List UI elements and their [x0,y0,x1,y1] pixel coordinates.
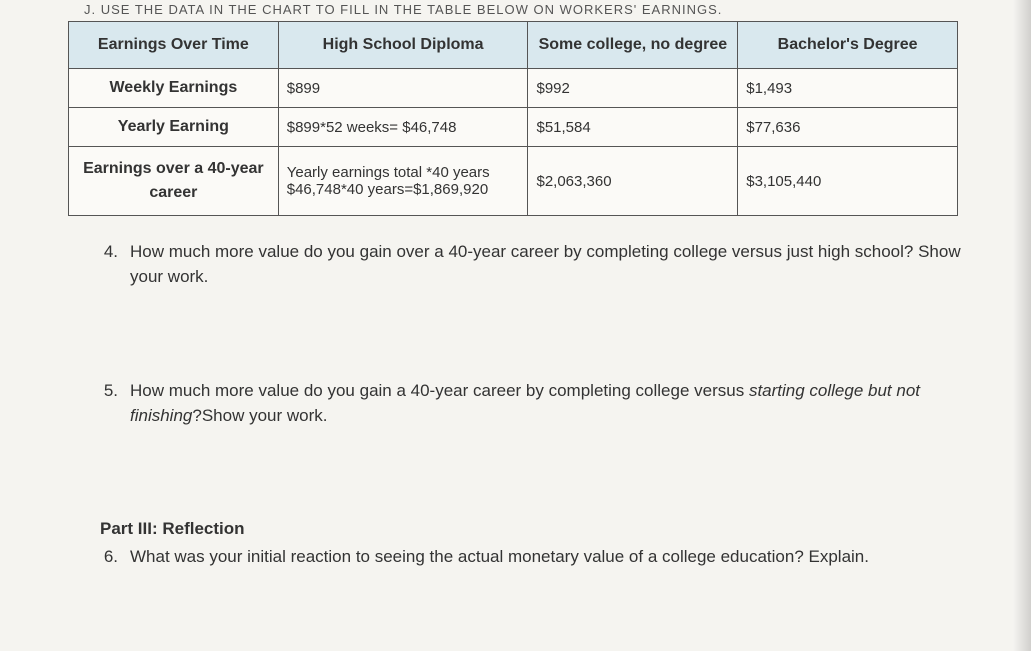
earnings-table: Earnings Over Time High School Diploma S… [68,21,958,216]
cell-yearly-hs: $899*52 weeks= $46,748 [278,108,528,147]
row-label-weekly: Weekly Earnings [69,69,279,108]
question-6: 6. What was your initial reaction to see… [100,545,983,570]
question-text: How much more value do you gain a 40-yea… [130,379,983,428]
question-4: 4. How much more value do you gain over … [100,240,983,289]
instruction-cutoff: J. USE THE DATA IN THE CHART TO FILL IN … [60,0,1003,21]
question-text: How much more value do you gain over a 4… [130,240,983,289]
col-header-some-college: Some college, no degree [528,22,738,69]
q5-text-b: ?Show your work. [192,406,327,425]
table-row: Earnings over a 40-year career Yearly ea… [69,147,958,216]
cell-weekly-some: $992 [528,69,738,108]
cell-career-hs: Yearly earnings total *40 years $46,748*… [278,147,528,216]
table-row: Yearly Earning $899*52 weeks= $46,748 $5… [69,108,958,147]
col-header-time: Earnings Over Time [69,22,279,69]
q5-text-a: How much more value do you gain a 40-yea… [130,381,749,400]
row-label-career: Earnings over a 40-year career [69,147,279,216]
question-number: 4. [100,240,118,289]
col-header-bachelors: Bachelor's Degree [738,22,958,69]
cell-yearly-bach: $77,636 [738,108,958,147]
table-header-row: Earnings Over Time High School Diploma S… [69,22,958,69]
row-label-yearly: Yearly Earning [69,108,279,147]
question-text: What was your initial reaction to seeing… [130,545,983,570]
part-3-title: Part III: Reflection [100,519,983,539]
question-number: 6. [100,545,118,570]
cell-yearly-some: $51,584 [528,108,738,147]
question-number: 5. [100,379,118,428]
col-header-hs: High School Diploma [278,22,528,69]
table-row: Weekly Earnings $899 $992 $1,493 [69,69,958,108]
question-5: 5. How much more value do you gain a 40-… [100,379,983,428]
cell-weekly-bach: $1,493 [738,69,958,108]
cell-career-bach: $3,105,440 [738,147,958,216]
cell-weekly-hs: $899 [278,69,528,108]
cell-career-some: $2,063,360 [528,147,738,216]
